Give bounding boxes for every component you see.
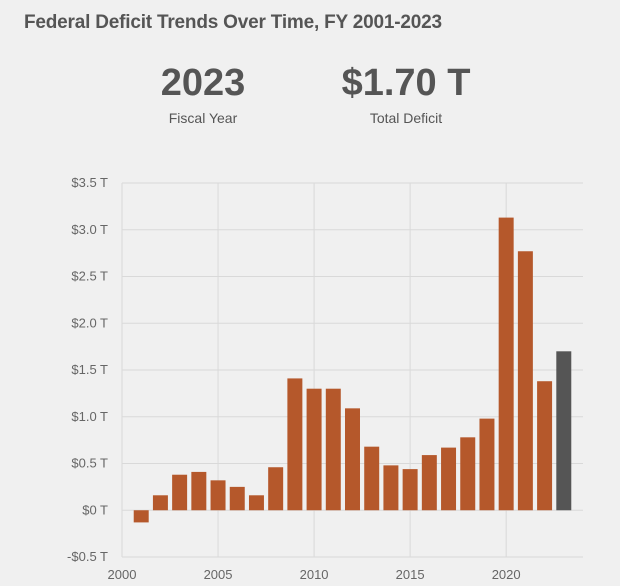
x-tick-label: 2000 (108, 567, 137, 582)
deficit-bar (325, 388, 341, 511)
fiscal-year-value: 2023 (160, 62, 246, 104)
deficit-bar (268, 467, 284, 511)
y-tick-label: $2.5 T (71, 269, 108, 284)
deficit-bar (306, 388, 322, 511)
deficit-bar (210, 480, 226, 511)
total-deficit-kpi: $1.70 T Total Deficit (306, 58, 506, 126)
y-tick-label: $0.5 T (71, 456, 108, 471)
deficit-bar (133, 510, 149, 523)
deficit-bar (537, 381, 553, 511)
y-tick-label: $3.5 T (71, 175, 108, 190)
deficit-bar (287, 378, 303, 511)
deficit-bar (229, 486, 245, 511)
deficit-bar (191, 471, 207, 511)
y-tick-label: $2.0 T (71, 315, 108, 330)
x-tick-label: 2010 (300, 567, 329, 582)
y-tick-label: $3.0 T (71, 222, 108, 237)
deficit-bar (383, 465, 399, 511)
deficit-bar (517, 251, 533, 511)
deficit-bar (479, 418, 495, 511)
fiscal-year-label: Fiscal Year (168, 110, 238, 126)
y-tick-label: $0 T (82, 502, 108, 517)
x-tick-label: 2020 (492, 567, 521, 582)
deficit-bar (421, 455, 437, 511)
deficit-bar (402, 469, 418, 511)
deficit-bar (460, 437, 476, 511)
deficit-bar (441, 447, 457, 511)
total-deficit-value: $1.70 T (341, 62, 471, 104)
deficit-bar (556, 351, 572, 511)
chart-title: Federal Deficit Trends Over Time, FY 200… (24, 12, 442, 33)
deficit-bar (345, 408, 360, 511)
deficit-bar (152, 495, 168, 511)
deficit-bar (364, 446, 380, 511)
y-tick-label: -$0.5 T (67, 549, 108, 564)
total-deficit-label: Total Deficit (369, 110, 443, 126)
deficit-bar (248, 495, 264, 511)
deficit-bar (172, 474, 188, 511)
deficit-bar (498, 217, 514, 511)
x-tick-label: 2015 (396, 567, 425, 582)
fiscal-year-kpi: 2023 Fiscal Year (103, 58, 303, 126)
y-tick-label: $1.0 T (71, 409, 108, 424)
x-tick-label: 2005 (204, 567, 233, 582)
y-tick-label: $1.5 T (71, 362, 108, 377)
